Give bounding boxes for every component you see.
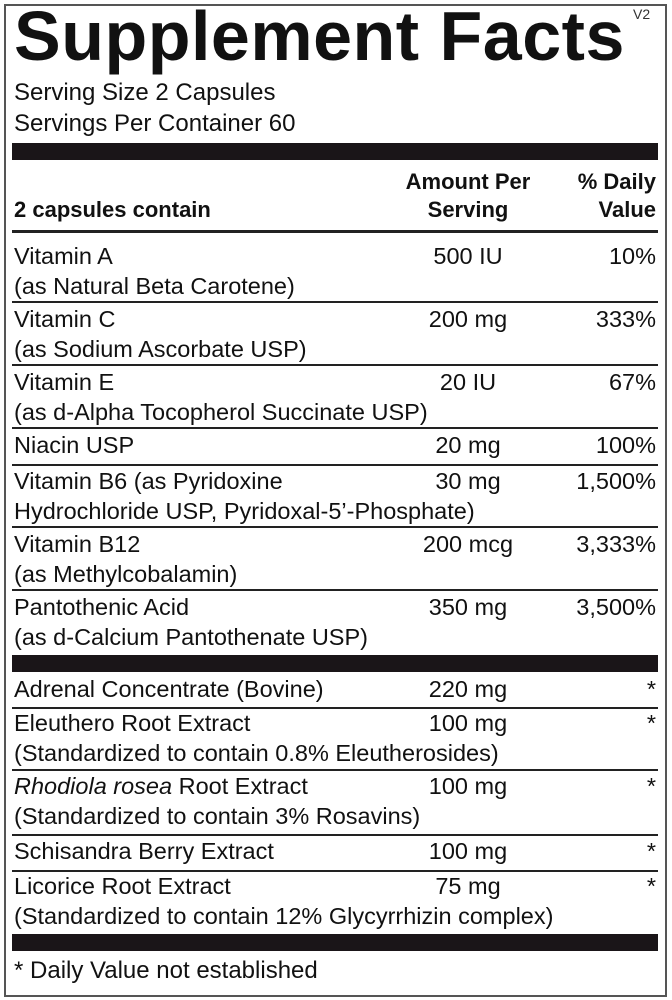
nutrient-amount: 75 mg — [435, 873, 501, 899]
header-contain: 2 capsules contain — [14, 197, 211, 222]
row-divider — [12, 301, 658, 303]
nutrient-daily-value: * — [646, 873, 656, 899]
nutrient-daily-value: 67% — [608, 369, 656, 395]
serving-size: Serving Size 2 Capsules — [14, 79, 276, 106]
nutrient-amount: 100 mg — [428, 710, 508, 736]
footnote: * Daily Value not established — [14, 957, 318, 984]
label-border — [4, 4, 667, 997]
nutrient-amount: 500 IU — [433, 243, 503, 269]
nutrient-daily-value: * — [646, 773, 656, 799]
nutrient-source: (as d-Alpha Tocopherol Succinate USP) — [14, 399, 428, 425]
nutrient-amount: 20 mg — [435, 432, 501, 458]
row-divider — [12, 589, 658, 591]
nutrient-daily-value: 1,500% — [576, 468, 656, 494]
nutrient-name: Rhodiola rosea Root Extract — [14, 772, 308, 800]
row-divider — [12, 870, 658, 872]
nutrient-amount: 200 mcg — [422, 531, 514, 557]
nutrient-source: (as Sodium Ascorbate USP) — [14, 336, 307, 362]
servings-per-container: Servings Per Container 60 — [14, 110, 296, 137]
row-divider — [12, 707, 658, 709]
nutrient-daily-value: * — [646, 676, 656, 702]
nutrient-amount: 350 mg — [428, 594, 508, 620]
nutrient-amount: 100 mg — [428, 773, 508, 799]
nutrient-name: Vitamin B6 (as Pyridoxine — [14, 468, 283, 494]
header-divider — [12, 230, 658, 233]
nutrient-amount: 30 mg — [435, 468, 501, 494]
nutrient-name: Niacin USP — [14, 432, 135, 458]
row-divider — [12, 464, 658, 466]
nutrient-source: (as d-Calcium Pantothenate USP) — [14, 624, 368, 650]
nutrient-amount: 100 mg — [428, 838, 508, 864]
row-divider — [12, 427, 658, 429]
nutrient-amount: 20 IU — [439, 369, 497, 395]
nutrient-name: Licorice Root Extract — [14, 873, 231, 899]
nutrient-daily-value: * — [646, 838, 656, 864]
nutrient-source: (Standardized to contain 0.8% Eleutheros… — [14, 740, 499, 766]
nutrient-name-italic: Rhodiola rosea — [14, 773, 173, 799]
nutrient-daily-value: 3,333% — [576, 531, 656, 557]
row-divider — [12, 834, 658, 836]
header-amount-1: Amount Per — [405, 169, 531, 194]
label-title: Supplement Facts — [14, 0, 625, 75]
header-dv-2: Value — [598, 197, 656, 222]
nutrient-name: Vitamin B12 — [14, 531, 141, 557]
nutrient-amount: 200 mg — [428, 306, 508, 332]
nutrient-amount: 220 mg — [428, 676, 508, 702]
thick-divider — [12, 143, 658, 160]
thick-divider — [12, 655, 658, 672]
nutrient-daily-value: 333% — [595, 306, 656, 332]
nutrient-name: Schisandra Berry Extract — [14, 838, 274, 864]
row-divider — [12, 364, 658, 366]
nutrient-source: (as Natural Beta Carotene) — [14, 273, 295, 299]
nutrient-daily-value: * — [646, 710, 656, 736]
nutrient-source: Hydrochloride USP, Pyridoxal-5’-Phosphat… — [14, 498, 475, 524]
nutrient-source: (as Methylcobalamin) — [14, 561, 238, 587]
column-header: 2 capsules contain Amount Per Serving % D… — [14, 168, 656, 228]
row-divider — [12, 526, 658, 528]
header-amount-2: Serving — [427, 197, 509, 222]
nutrient-name: Vitamin A — [14, 243, 113, 269]
version-mark: V2 — [633, 6, 651, 22]
header-dv: % Daily Value — [578, 168, 656, 224]
nutrient-source: (Standardized to contain 12% Glycyrrhizi… — [14, 903, 554, 929]
thick-divider — [12, 934, 658, 951]
nutrient-daily-value: 100% — [595, 432, 656, 458]
nutrient-name: Pantothenic Acid — [14, 594, 190, 620]
nutrient-name: Eleuthero Root Extract — [14, 710, 251, 736]
nutrient-name: Vitamin C — [14, 306, 116, 332]
nutrient-name: Adrenal Concentrate (Bovine) — [14, 676, 324, 702]
row-divider — [12, 769, 658, 771]
header-dv-1: % Daily — [577, 169, 656, 194]
nutrient-name: Vitamin E — [14, 369, 115, 395]
nutrient-name-rest: Root Extract — [172, 773, 308, 799]
nutrient-daily-value: 10% — [608, 243, 656, 269]
nutrient-source: (Standardized to contain 3% Rosavins) — [14, 803, 421, 829]
nutrient-daily-value: 3,500% — [576, 594, 656, 620]
header-amount: Amount Per Serving — [386, 168, 550, 224]
